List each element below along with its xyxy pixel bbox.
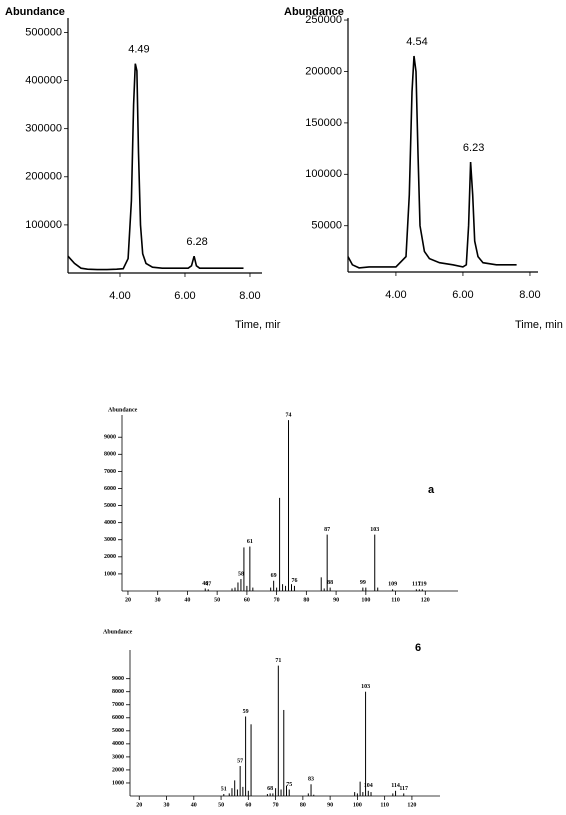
y-tick-label: 2000 [112,767,124,773]
y-tick-label: 4000 [112,741,124,747]
peak-label: 76 [291,578,297,584]
x-tick-label: 120 [421,597,430,603]
y-axis-label: Abundance [108,407,138,413]
trace [67,63,244,271]
x-tick-label: 30 [164,802,170,808]
y-tick-label: 4000 [104,520,116,526]
peak-label: 6.28 [186,236,207,248]
x-tick-label: 100 [353,802,362,808]
peak-label: 103 [361,684,370,690]
peak-label: 114 [391,783,400,789]
peak-label: 117 [399,786,408,792]
y-tick-label: 200000 [305,65,342,77]
peak-label: 75 [286,782,292,788]
y-axis-label: Abundance [284,6,344,18]
peak-label: 59 [243,709,249,715]
peak-label: 68 [267,786,273,792]
peak-label: 57 [237,758,243,764]
y-axis-label: Abundance [103,629,133,635]
peak-label: 69 [271,573,277,579]
x-axis-label: Time, mir [235,319,281,331]
y-tick-label: 2000 [104,554,116,560]
peak-label: 117 [412,582,421,588]
x-axis-label: Time, min [515,319,563,331]
x-tick-label: 100 [361,597,370,603]
y-tick-label: 150000 [305,117,342,129]
peak-label: 4.49 [128,44,149,56]
y-tick-label: 7000 [104,469,116,475]
x-tick-label: 80 [303,597,309,603]
peak-label: 88 [327,580,333,586]
x-tick-label: 6.00 [452,289,473,301]
x-tick-label: 60 [244,597,250,603]
peak-label: 6.23 [463,142,484,154]
x-tick-label: 40 [184,597,190,603]
peak-label: 119 [418,582,427,588]
x-tick-label: 40 [191,802,197,808]
peak-label: 104 [364,783,373,789]
x-tick-label: 70 [273,802,279,808]
y-tick-label: 6000 [112,715,124,721]
x-tick-label: 30 [155,597,161,603]
y-tick-label: 6000 [104,486,116,492]
y-tick-label: 300000 [25,123,62,135]
x-tick-label: 4.00 [385,289,406,301]
peak-label: 83 [308,777,314,783]
peak-label: 99 [360,580,366,586]
peak-label: 71 [275,658,281,664]
panel-label: 6 [415,642,421,654]
x-tick-label: 90 [333,597,339,603]
y-tick-label: 9000 [112,676,124,682]
y-tick-label: 9000 [104,435,116,441]
peak-label: 109 [388,582,397,588]
x-tick-label: 50 [214,597,220,603]
peak-label: 103 [370,527,379,533]
peak-label: 74 [286,413,292,419]
y-tick-label: 500000 [25,26,62,38]
x-tick-label: 110 [391,597,400,603]
panel-label: a [428,484,435,496]
peak-label: 46 [202,581,208,587]
x-tick-label: 120 [407,802,416,808]
peak-label: 4.54 [406,36,427,48]
y-tick-label: 50000 [311,220,342,232]
y-tick-label: 250000 [305,14,342,26]
y-tick-label: 8000 [112,689,124,695]
x-tick-label: 4.00 [109,290,130,302]
y-tick-label: 3000 [112,754,124,760]
y-tick-label: 3000 [104,537,116,543]
x-tick-label: 6.00 [174,290,195,302]
y-tick-label: 1000 [104,571,116,577]
peak-label: 58 [238,571,244,577]
y-axis-label: Abundance [5,6,65,18]
y-tick-label: 5000 [104,503,116,509]
peak-label: 47 [205,582,211,588]
peak-label: 87 [324,527,330,533]
x-tick-label: 80 [300,802,306,808]
trace [347,55,517,269]
y-tick-label: 1000 [112,780,124,786]
y-tick-label: 100000 [25,219,62,231]
x-tick-label: 60 [245,802,251,808]
y-tick-label: 8000 [104,452,116,458]
peak-label: 51 [221,786,227,792]
y-tick-label: 7000 [112,702,124,708]
peak-label: 61 [247,539,253,545]
x-tick-label: 110 [380,802,389,808]
x-tick-label: 20 [136,802,142,808]
x-tick-label: 90 [327,802,333,808]
x-tick-label: 20 [125,597,131,603]
y-tick-label: 400000 [25,74,62,86]
y-tick-label: 200000 [25,171,62,183]
y-tick-label: 100000 [305,168,342,180]
x-tick-label: 8.00 [239,290,260,302]
x-tick-label: 8.00 [519,289,540,301]
y-tick-label: 5000 [112,728,124,734]
x-tick-label: 70 [274,597,280,603]
x-tick-label: 50 [218,802,224,808]
